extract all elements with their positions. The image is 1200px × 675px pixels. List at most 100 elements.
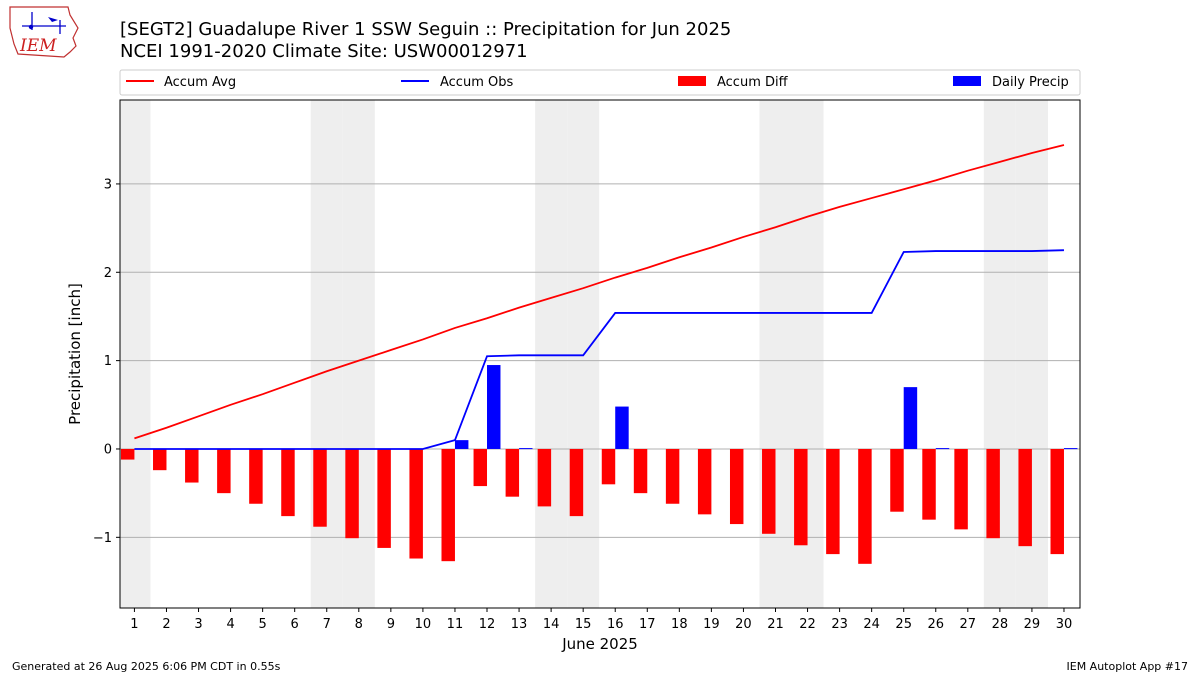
plot-frame (119, 99, 1081, 609)
x-tick-label: 21 (767, 617, 784, 632)
x-tick-label: 1 (130, 617, 138, 632)
x-tick-label: 28 (992, 617, 1009, 632)
iem-logo: IEM (9, 6, 79, 58)
x-tick-label: 27 (960, 617, 977, 632)
accum-diff-bar (890, 448, 904, 512)
accum-diff-bar (665, 448, 680, 504)
accum-diff-bar (858, 448, 872, 564)
x-tick-label: 9 (387, 617, 395, 632)
accum-diff-bar (505, 448, 520, 497)
accum-diff-bar (826, 448, 840, 555)
x-tick-label: 22 (799, 617, 816, 632)
x-tick-label: 6 (291, 617, 299, 632)
daily-precip-bars (454, 365, 1078, 450)
x-tick-label: 30 (1056, 617, 1073, 632)
accum-diff-bar (633, 448, 648, 494)
daily-precip-bar (454, 440, 469, 449)
accum-diff-bar (313, 448, 327, 527)
daily-precip-bar (935, 448, 950, 450)
accum-diff-bar (697, 448, 712, 515)
x-tick-label: 2 (162, 617, 170, 632)
logo-text: IEM (19, 36, 57, 56)
x-tick-label: 5 (258, 617, 266, 632)
accum-diff-bar (922, 448, 936, 520)
accum-diff-bar (473, 448, 488, 487)
accum-diff-bar (762, 448, 776, 534)
accum-obs-line (134, 249, 1064, 450)
weekend-band (535, 100, 568, 608)
accum-diff-bar (729, 448, 744, 525)
x-tick-label: 3 (194, 617, 202, 632)
daily-precip-bar (903, 387, 918, 449)
y-tick-label: 0 (104, 442, 112, 457)
accum-diff-bar (537, 448, 552, 507)
accum-diff-bar (794, 448, 808, 546)
legend-label-daily-precip: Daily Precip (992, 75, 1069, 90)
weekend-band (310, 100, 343, 608)
y-tick-label: 1 (104, 354, 112, 369)
x-tick-label: 23 (831, 617, 848, 632)
x-tick-label: 26 (927, 617, 944, 632)
daily-precip-bar (519, 448, 533, 450)
x-tick-label: 11 (447, 617, 464, 632)
legend: Accum Avg Accum Obs Accum Diff Daily Pre… (119, 69, 1081, 96)
legend-label-accum-obs: Accum Obs (440, 75, 513, 90)
y-tick-label: −1 (93, 531, 112, 546)
x-tick-label: 24 (863, 617, 880, 632)
x-tick-label: 15 (575, 617, 592, 632)
accum-diff-bars (120, 448, 1064, 564)
x-tick-label: 10 (415, 617, 432, 632)
accum-diff-bar (345, 448, 359, 539)
legend-box (119, 69, 1081, 96)
x-tick-label: 29 (1024, 617, 1041, 632)
x-tick-label: 16 (607, 617, 624, 632)
accum-diff-bar (185, 448, 199, 483)
y-tick-label: 2 (104, 266, 112, 281)
x-tick-label: 20 (735, 617, 752, 632)
x-axis-ticks: 1 2 3 4 5 6 7 8 9 10 11 12 13 14 15 16 17 18 19 20 21 22 23 24 2… (130, 608, 1072, 632)
y-axis-label: Precipitation [inch] (66, 283, 84, 425)
accum-diff-bar (986, 448, 1000, 539)
y-axis-ticks: −1 0 1 2 3 (93, 177, 120, 546)
x-tick-label: 12 (479, 617, 496, 632)
daily-precip-bar (615, 406, 629, 449)
accum-diff-bar (601, 448, 616, 485)
gridlines (120, 183, 1080, 538)
x-tick-label: 13 (511, 617, 528, 632)
x-tick-label: 17 (639, 617, 656, 632)
accum-diff-bar (1050, 448, 1064, 555)
footer-generated: Generated at 26 Aug 2025 6:06 PM CDT in … (12, 660, 281, 673)
accum-diff-bar (217, 448, 231, 494)
accum-diff-bar (249, 448, 263, 504)
accum-diff-bar (409, 448, 423, 559)
accum-diff-bar (954, 448, 968, 530)
x-tick-label: 14 (543, 617, 560, 632)
chart-title: [SEGT2] Guadalupe River 1 SSW Seguin :: … (120, 19, 731, 40)
legend-swatch-daily-precip (953, 76, 981, 86)
accum-lines (134, 144, 1065, 450)
x-tick-label: 4 (226, 617, 234, 632)
y-tick-label: 3 (104, 177, 112, 192)
chart-subtitle: NCEI 1991-2020 Climate Site: USW00012971 (120, 41, 528, 62)
legend-swatch-accum-diff (678, 76, 706, 86)
x-tick-label: 25 (895, 617, 912, 632)
accum-diff-bar (377, 448, 391, 548)
accum-diff-bar (153, 448, 167, 471)
legend-label-accum-avg: Accum Avg (164, 75, 236, 90)
footer-app-id: IEM Autoplot App #17 (1067, 660, 1189, 673)
weekend-bands (120, 100, 1048, 608)
daily-precip-bar (1063, 448, 1078, 450)
x-tick-label: 7 (323, 617, 331, 632)
x-tick-label: 19 (703, 617, 720, 632)
accum-avg-line (134, 144, 1065, 440)
accum-diff-bar (569, 448, 584, 517)
accum-diff-bar (441, 448, 455, 562)
accum-diff-bar (281, 448, 295, 517)
daily-precip-bar (487, 365, 501, 449)
x-axis-label: June 2025 (561, 635, 638, 653)
legend-label-accum-diff: Accum Diff (717, 75, 789, 90)
x-tick-label: 18 (671, 617, 688, 632)
weekend-band (120, 100, 151, 608)
